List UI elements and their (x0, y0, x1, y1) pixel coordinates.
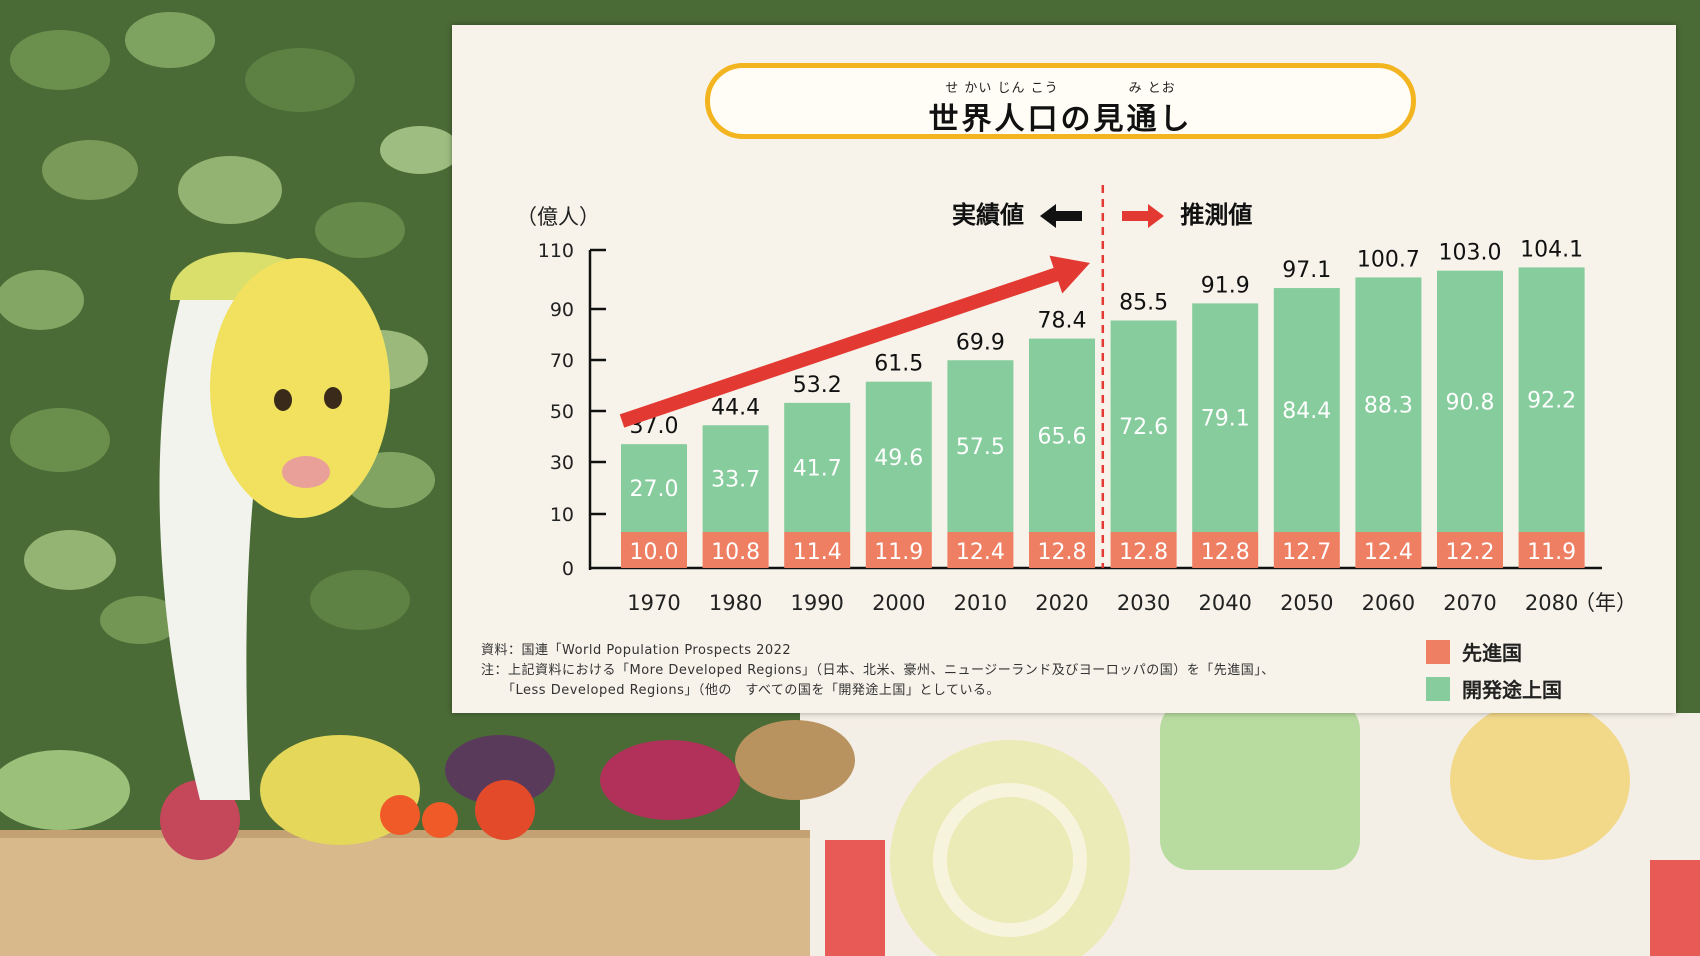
x-tick-label: 2040 (1198, 591, 1251, 615)
bar-label-developed: 12.8 (1038, 540, 1087, 565)
bar-label-developed: 12.8 (1119, 540, 1168, 565)
bar-total-label: 61.5 (874, 352, 923, 377)
legend-label-developing: 開発途上国 (1462, 678, 1562, 702)
x-tick-label: 2000 (872, 591, 925, 615)
bar-label-developing: 92.2 (1527, 389, 1576, 414)
bar-label-developing: 57.5 (956, 435, 1005, 460)
x-tick-label: 1980 (709, 591, 762, 615)
bar-label-developing: 41.7 (793, 456, 842, 481)
legend-swatch-developed (1426, 640, 1450, 664)
source-line-1: 資料：国連「World Population Prospects 2022 (481, 639, 791, 658)
bar-label-developing: 72.6 (1119, 415, 1168, 440)
bar-label-developed: 11.9 (1527, 540, 1576, 565)
chart-card: せ かい じん こう み とお 世界人口の見通し 実績値 推測値 0 10 30 50… (452, 25, 1676, 713)
bar-total-label: 103.0 (1439, 241, 1502, 266)
x-tick-label: 2070 (1443, 591, 1496, 615)
bar-label-developing: 90.8 (1446, 390, 1495, 415)
bar-total-label: 104.1 (1520, 237, 1583, 262)
y-tick-label: 70 (550, 350, 574, 372)
bar-label-developed: 12.2 (1446, 540, 1495, 565)
y-tick-label: 50 (550, 401, 574, 423)
bar-label-developed: 11.4 (793, 540, 842, 565)
bar-label-developed: 10.8 (711, 540, 760, 565)
legend-developed: 先進国 (1426, 637, 1522, 663)
y-axis-label: （億人） (516, 205, 600, 229)
stacked-bar-chart: 01030507090110（億人）10.027.037.0197010.833… (452, 25, 1676, 713)
bar-label-developing: 27.0 (630, 477, 679, 502)
source-line-2: 注：上記資料における「More Developed Regions」（日本、北米… (481, 659, 1275, 678)
legend-label-developed: 先進国 (1462, 641, 1522, 665)
y-tick-label: 0 (562, 558, 574, 580)
bar-label-developed: 12.7 (1282, 540, 1331, 565)
x-axis-unit-label: （年） (1574, 591, 1637, 615)
y-tick-label: 30 (550, 452, 574, 474)
bar-label-developing: 33.7 (711, 468, 760, 493)
y-tick-label: 90 (550, 299, 574, 321)
bar-total-label: 53.2 (793, 373, 842, 398)
bar-label-developing: 88.3 (1364, 394, 1413, 419)
bar-total-label: 85.5 (1119, 290, 1168, 315)
bar-label-developing: 84.4 (1282, 399, 1331, 424)
y-tick-label: 110 (538, 240, 574, 262)
bar-total-label: 100.7 (1357, 247, 1420, 272)
x-tick-label: 2010 (954, 591, 1007, 615)
bar-label-developing: 49.6 (874, 446, 923, 471)
bar-total-label: 91.9 (1201, 273, 1250, 298)
legend-developing: 開発途上国 (1426, 674, 1562, 700)
bar-total-label: 69.9 (956, 330, 1005, 355)
x-tick-label: 2060 (1362, 591, 1415, 615)
bar-total-label: 97.1 (1282, 258, 1331, 283)
x-tick-label: 2080 (1525, 591, 1578, 615)
source-line-3: 「Less Developed Regions」（他の すべての国を「開発途上国… (502, 679, 1000, 698)
trend-arrow-head (1049, 244, 1096, 293)
bar-total-label: 78.4 (1038, 309, 1087, 334)
bar-total-label: 44.4 (711, 395, 760, 420)
trend-arrow-icon (616, 244, 1097, 440)
bar-label-developed: 12.8 (1201, 540, 1250, 565)
bar-label-developed: 12.4 (956, 540, 1005, 565)
x-tick-label: 2050 (1280, 591, 1333, 615)
bar-label-developing: 79.1 (1201, 407, 1250, 432)
x-tick-label: 2030 (1117, 591, 1170, 615)
x-tick-label: 1990 (790, 591, 843, 615)
y-tick-label: 10 (550, 504, 574, 526)
x-tick-label: 1970 (627, 591, 680, 615)
bar-label-developed: 11.9 (874, 540, 923, 565)
bar-label-developed: 12.4 (1364, 540, 1413, 565)
bar-label-developing: 65.6 (1038, 424, 1087, 449)
legend-swatch-developing (1426, 677, 1450, 701)
x-tick-label: 2020 (1035, 591, 1088, 615)
bar-label-developed: 10.0 (630, 540, 679, 565)
